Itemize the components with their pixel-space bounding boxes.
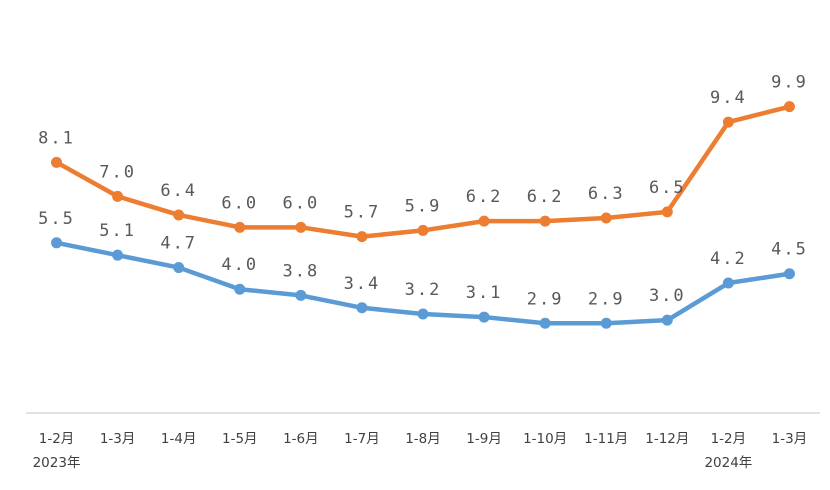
orange-series-data-label: 6.0 xyxy=(221,193,258,213)
x-tick-label: 1-4月 xyxy=(161,431,197,447)
x-tick-label: 1-10月 xyxy=(523,431,567,447)
blue-series-point xyxy=(600,317,612,329)
orange-series-point xyxy=(783,101,795,113)
x-tick-label: 1-9月 xyxy=(466,431,502,447)
blue-series-data-label: 3.2 xyxy=(405,280,442,300)
orange-series-point xyxy=(417,224,429,236)
x-tick-label: 1-3月 xyxy=(100,431,136,447)
orange-series-data-label: 6.0 xyxy=(282,193,319,213)
orange-series-point xyxy=(234,221,246,233)
blue-series-point xyxy=(722,277,734,289)
blue-series-data-label: 3.8 xyxy=(282,261,319,281)
blue-series-point xyxy=(417,308,429,320)
blue-series-data-label: 4.2 xyxy=(710,249,747,269)
orange-series-point xyxy=(173,209,185,221)
blue-series-data-label: 3.0 xyxy=(649,286,686,306)
blue-series-point xyxy=(173,262,185,274)
blue-series-point xyxy=(51,237,63,249)
x-tick-label: 1-7月 xyxy=(344,431,380,447)
x-tick-label: 1-8月 xyxy=(405,431,441,447)
orange-series-point xyxy=(722,116,734,128)
x-tick-label: 1-2月 xyxy=(39,431,75,447)
x-tick-label: 1-5月 xyxy=(222,431,258,447)
orange-series-point xyxy=(51,156,63,168)
orange-series-point xyxy=(356,231,368,243)
blue-series-data-label: 3.4 xyxy=(344,274,381,294)
blue-series-data-label: 5.5 xyxy=(38,209,75,229)
x-year-label: 2023年 xyxy=(33,455,81,471)
orange-series-point xyxy=(600,212,612,224)
orange-series-data-label: 6.4 xyxy=(160,181,197,201)
x-tick-label: 1-2月 xyxy=(711,431,747,447)
blue-series-point xyxy=(295,289,307,301)
x-year-label: 2024年 xyxy=(704,455,752,471)
orange-series-point xyxy=(539,215,551,227)
orange-series-data-label: 6.2 xyxy=(527,187,564,207)
blue-series-data-label: 4.0 xyxy=(221,255,258,275)
orange-series-point xyxy=(295,221,307,233)
orange-series-data-label: 7.0 xyxy=(99,162,136,182)
blue-series-point xyxy=(112,249,124,261)
blue-series-point xyxy=(478,311,490,323)
orange-series-point xyxy=(478,215,490,227)
x-tick-label: 1-3月 xyxy=(772,431,808,447)
orange-series-data-label: 6.3 xyxy=(588,184,625,204)
orange-series-data-label: 9.9 xyxy=(771,73,808,93)
orange-series-data-label: 5.9 xyxy=(405,196,442,216)
orange-series-data-label: 5.7 xyxy=(344,203,381,223)
blue-series-data-label: 5.1 xyxy=(99,221,136,241)
blue-series-point xyxy=(661,314,673,326)
blue-series-point xyxy=(783,268,795,280)
x-tick-label: 1-12月 xyxy=(645,431,689,447)
orange-series-data-label: 6.2 xyxy=(466,187,503,207)
blue-series-point xyxy=(539,317,551,329)
x-tick-label: 1-11月 xyxy=(584,431,628,447)
blue-series-point xyxy=(234,283,246,295)
orange-series-data-label: 9.4 xyxy=(710,88,747,108)
blue-series-data-label: 3.1 xyxy=(466,283,503,303)
blue-series-data-label: 4.7 xyxy=(160,234,197,254)
orange-series-point xyxy=(112,190,124,202)
blue-series-data-label: 4.5 xyxy=(771,240,808,260)
x-tick-label: 1-6月 xyxy=(283,431,319,447)
orange-series-line xyxy=(54,104,792,239)
blue-series-data-label: 2.9 xyxy=(588,289,625,309)
blue-series-data-label: 2.9 xyxy=(527,289,564,309)
orange-series-data-label: 8.1 xyxy=(38,128,75,148)
orange-series-point xyxy=(661,206,673,218)
blue-series-point xyxy=(356,302,368,314)
orange-series-data-label: 6.5 xyxy=(649,178,686,198)
